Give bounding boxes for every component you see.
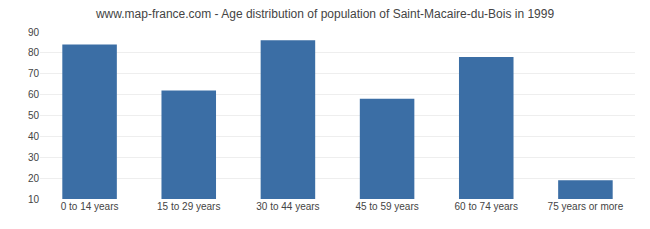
svg-text:20: 20 [28,173,40,184]
svg-text:10: 10 [28,194,40,205]
svg-text:60: 60 [28,89,40,100]
svg-text:70: 70 [28,68,40,79]
svg-text:0 to 14 years: 0 to 14 years [61,201,119,212]
svg-text:75 years or more: 75 years or more [548,201,624,212]
svg-text:40: 40 [28,131,40,142]
svg-text:50: 50 [28,110,40,121]
svg-text:60 to 74 years: 60 to 74 years [455,201,518,212]
svg-text:80: 80 [28,47,40,58]
svg-text:45 to 59 years: 45 to 59 years [355,201,418,212]
svg-text:www.map-france.com - Age distr: www.map-france.com - Age distribution of… [95,7,555,21]
svg-text:30 to 44 years: 30 to 44 years [256,201,319,212]
svg-text:15 to 29 years: 15 to 29 years [157,201,220,212]
svg-text:90: 90 [28,27,40,38]
svg-text:30: 30 [28,152,40,163]
